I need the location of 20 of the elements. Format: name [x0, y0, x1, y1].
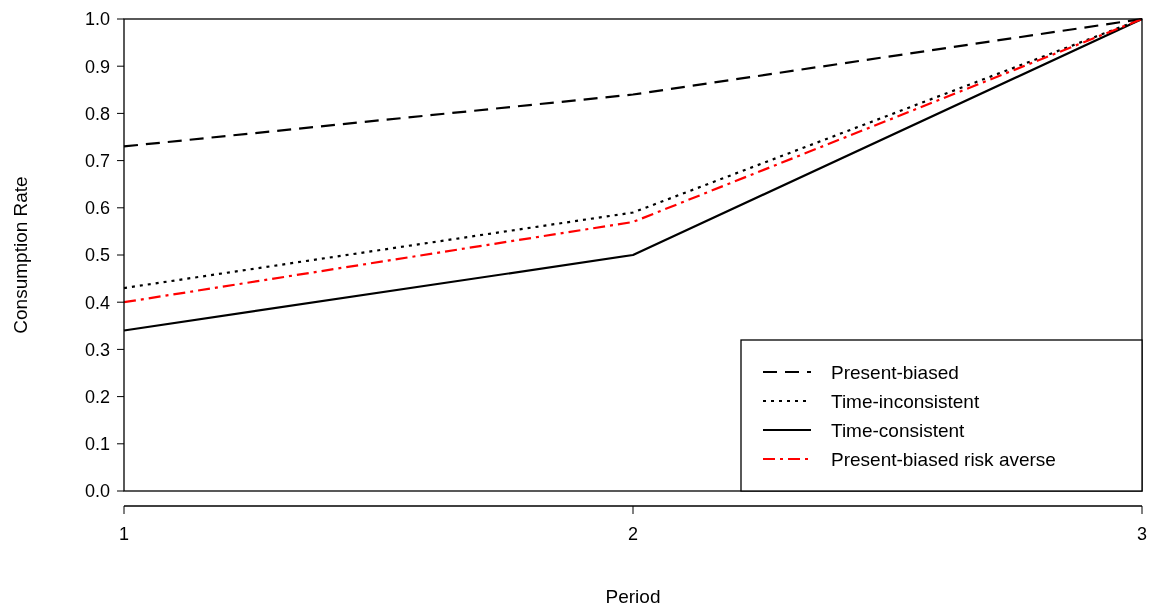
y-tick-label: 0.2 — [84, 386, 110, 407]
y-tick-label: 0.9 — [84, 56, 110, 77]
y-tick-label: 0.1 — [84, 434, 110, 455]
y-tick-label: 0.3 — [84, 339, 110, 360]
x-tick-label: 1 — [118, 524, 130, 544]
y-tick-label: 1.0 — [84, 9, 110, 30]
y-tick-label: 0.6 — [84, 198, 110, 219]
legend-label: Present-biased risk averse — [831, 448, 1056, 470]
x-tick-label: 2 — [627, 524, 639, 544]
y-axis-title: Consumption Rate — [10, 176, 31, 334]
y-tick-label: 0.0 — [84, 481, 110, 502]
x-axis-title: Period — [605, 586, 661, 607]
y-tick-label: 0.8 — [84, 103, 110, 124]
y-tick-label: 0.5 — [84, 245, 110, 266]
legend-label: Time-inconsistent — [831, 390, 980, 412]
x-tick-label: 3 — [1136, 524, 1148, 544]
y-tick-label: 0.7 — [84, 150, 110, 171]
y-tick-label: 0.4 — [84, 292, 110, 313]
legend-label: Present-biased — [831, 361, 959, 383]
legend-label: Time-consistent — [831, 419, 966, 441]
